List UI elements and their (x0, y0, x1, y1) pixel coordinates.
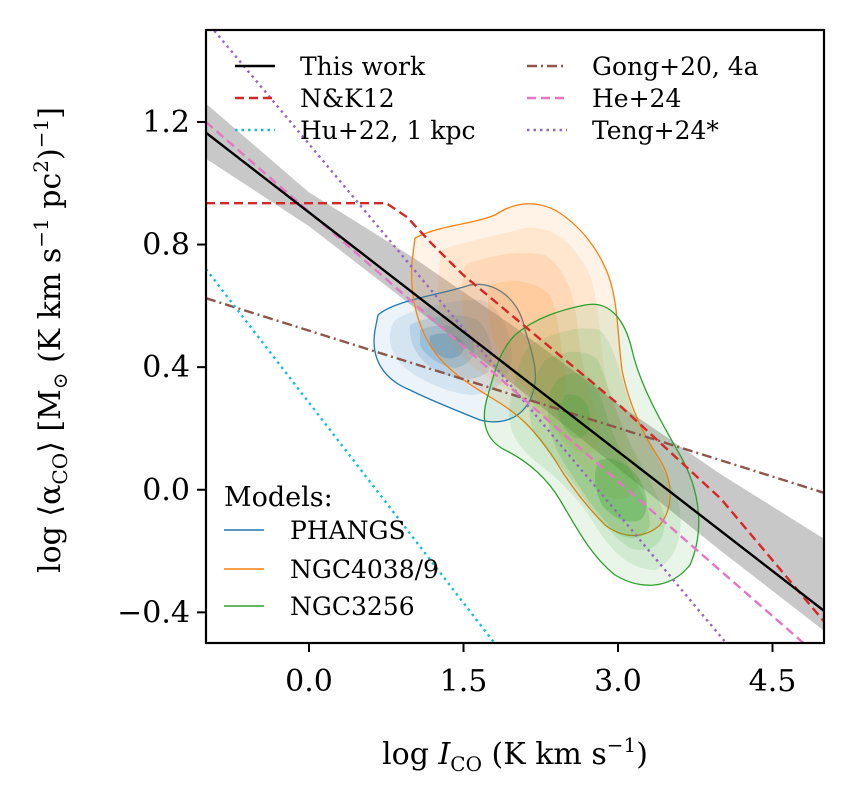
ngc3256-density (483, 303, 700, 586)
series-line-teng-24 (212, 30, 728, 643)
x-axis-ticks: 0.0 1.5 3.0 4.5 (285, 643, 796, 699)
x-tick-label: 4.5 (749, 664, 797, 699)
y-tick-label: 1.2 (142, 105, 190, 140)
models-legend: Models: PHANGS NGC4038/9 NGC3256 (224, 482, 439, 621)
x-tick-label: 1.5 (440, 664, 488, 699)
ngc4038-density (410, 203, 671, 537)
y-tick-label: 0.0 (142, 473, 190, 508)
x-tick-label: 3.0 (594, 664, 642, 699)
y-axis-title: log ⟨αCO⟩ [M⊙ (K km s−1 pc2)−1] (29, 107, 72, 573)
y-tick-label: 0.8 (142, 228, 190, 263)
y-tick-label: −0.4 (117, 595, 190, 630)
series-line-gong-20-4a (206, 297, 824, 494)
x-tick-label: 0.0 (285, 664, 333, 699)
series-line-hu-22-1-kpc (206, 268, 496, 643)
legend-label-this-work: This work (300, 52, 426, 81)
models-legend-title: Models: (224, 482, 333, 513)
y-axis-ticks: −0.4 0.0 0.4 0.8 1.2 (117, 105, 206, 630)
legend-label-nk12: N&K12 (300, 84, 395, 113)
plot-area (206, 30, 824, 643)
legend-label-ngc4038: NGC4038/9 (290, 555, 439, 584)
lines-legend: This work N&K12 Hu+22, 1 kpc Gong+20, 4a… (235, 52, 759, 145)
y-tick-label: 0.4 (142, 350, 190, 385)
legend-label-teng24: Teng+24* (592, 116, 719, 145)
legend-label-gong20: Gong+20, 4a (592, 52, 759, 81)
series-line-this-work (206, 131, 824, 612)
series-line-n-k12 (206, 201, 824, 623)
legend-label-phangs: PHANGS (290, 516, 406, 545)
legend-label-ngc3256: NGC3256 (290, 592, 415, 621)
x-axis-title: log ICO (K km s−1) (382, 733, 648, 776)
legend-label-he24: He+24 (592, 84, 681, 113)
legend-label-hu22: Hu+22, 1 kpc (300, 116, 476, 145)
axes-frame (204, 28, 826, 645)
series-lines (206, 30, 824, 643)
